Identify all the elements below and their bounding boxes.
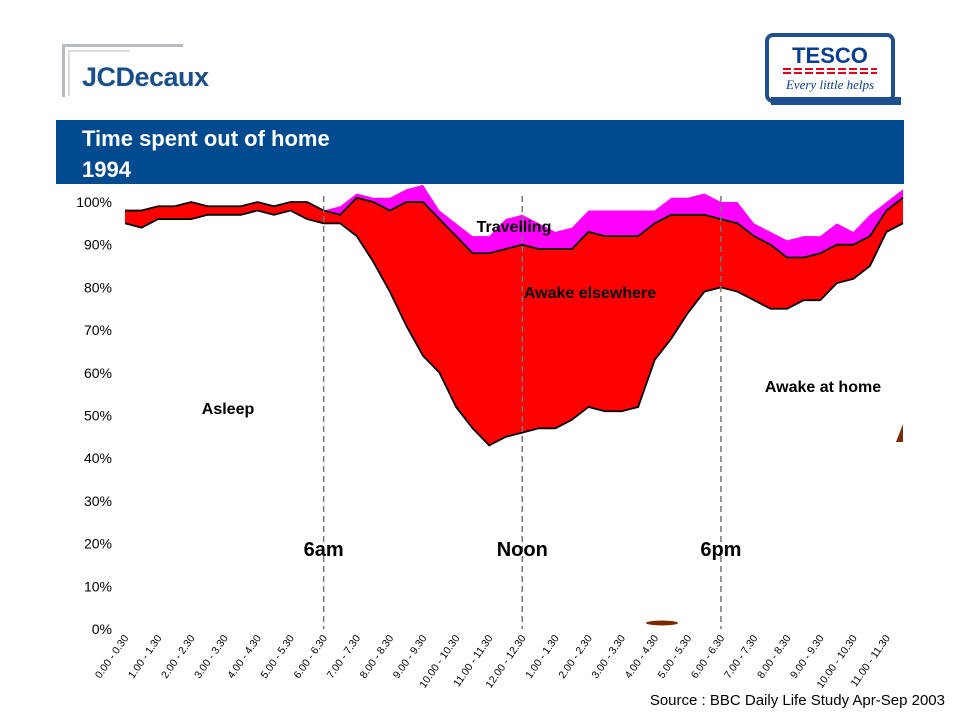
y-tick-label: 100% <box>76 194 112 210</box>
line-elsewhere-boundary <box>125 196 904 259</box>
line-asleep-boundary <box>124 209 904 447</box>
y-tick-label: 70% <box>84 322 112 338</box>
logo-bracket <box>62 44 183 97</box>
awake-at-home-wedge <box>896 424 903 442</box>
stacked-area-chart: 6am Noon 6pm 0% 10% 20% 30% 40% 50% 60% 70% 80% 90%… <box>76 184 904 690</box>
y-tick-label: 60% <box>84 365 112 381</box>
jcdecaux-logo: JCDecaux <box>62 44 232 104</box>
chart-subtitle-year: 1994 <box>82 157 131 182</box>
marker-label-noon: Noon <box>497 539 548 561</box>
y-tick-label: 30% <box>84 493 112 509</box>
jcdecaux-wordmark: JCDecaux <box>82 62 209 92</box>
series-label-asleep: Asleep <box>202 401 255 418</box>
chart-title: Time spent out of home <box>82 126 330 151</box>
series-label-travelling: Travelling <box>477 219 552 236</box>
source-note: Source : BBC Daily Life Study Apr-Sep 20… <box>649 692 945 709</box>
logo-bracket-inner <box>68 50 130 96</box>
awake-at-home-sliver <box>646 620 678 626</box>
marker-label-6am: 6am <box>304 539 344 561</box>
y-tick-label: 90% <box>84 237 112 253</box>
y-tick-label: 10% <box>84 578 112 594</box>
tesco-tagline: Every little helps <box>785 77 874 92</box>
y-tick-label: 0% <box>92 621 112 637</box>
y-tick-label: 80% <box>84 279 112 295</box>
area-travelling <box>125 184 903 258</box>
title-band: Time spent out of home 1994 <box>56 120 904 184</box>
series-label-awake-elsewhere: Awake elsewhere <box>524 285 656 302</box>
y-tick-label: 50% <box>84 408 112 424</box>
y-tick-label: 40% <box>84 450 112 466</box>
tesco-wordmark: TESCO <box>792 43 868 68</box>
tesco-logo: TESCO Every little helps <box>765 33 901 105</box>
series-label-awake-at-home: Awake at home <box>765 379 881 396</box>
area-awake-elsewhere <box>125 197 903 446</box>
y-tick-label: 20% <box>84 536 112 552</box>
marker-label-6pm: 6pm <box>700 539 741 561</box>
